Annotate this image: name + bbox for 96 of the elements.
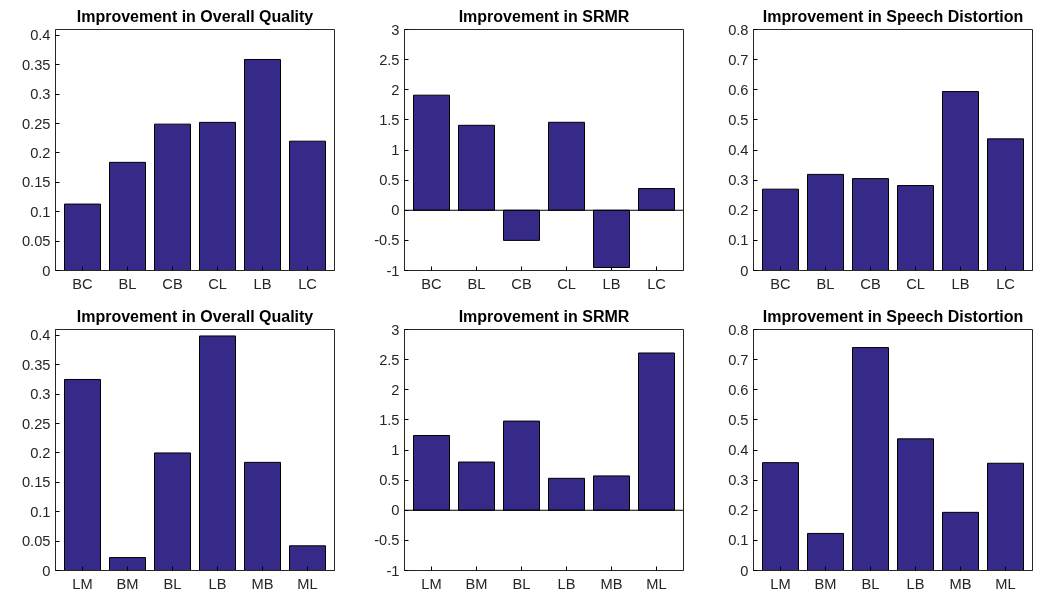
x-tick-label: CB <box>162 275 183 292</box>
x-tick-label: LB <box>602 275 621 292</box>
y-tick-label: 0.2 <box>728 502 749 519</box>
x-tick-label: BL <box>118 275 137 292</box>
x-tick-label: CL <box>557 275 576 292</box>
x-tick-label: LB <box>951 275 970 292</box>
y-tick-label: 0.4 <box>30 327 51 344</box>
x-tick-label: BM <box>116 575 139 592</box>
y-tick-label: 3 <box>391 21 400 38</box>
y-tick-label: -0.5 <box>374 532 400 549</box>
x-tick-label: LB <box>253 275 272 292</box>
x-tick-label: LB <box>906 575 925 592</box>
y-tick-label: 0.2 <box>30 444 51 461</box>
y-tick-label: 0.4 <box>30 27 51 44</box>
y-tick-label: 0.3 <box>30 386 51 403</box>
y-tick-label: 0 <box>391 202 400 219</box>
x-tick-label: BM <box>814 575 837 592</box>
y-tick-label: 0.3 <box>728 472 749 489</box>
y-tick-label: 0.3 <box>30 86 51 103</box>
y-tick-label: 2 <box>391 81 400 98</box>
y-tick-label: 0.1 <box>30 503 51 520</box>
x-tick-label: CL <box>208 275 227 292</box>
y-tick-label: 0.15 <box>21 474 51 491</box>
y-tick-label: 0.5 <box>379 472 400 489</box>
y-tick-label: 0.25 <box>21 415 51 432</box>
y-tick-label: 0 <box>740 562 749 579</box>
x-tick-label: MB <box>600 575 623 592</box>
y-tick-label: 0.5 <box>379 172 400 189</box>
y-tick-label: 1 <box>391 442 400 458</box>
x-tick-label: BC <box>72 275 94 292</box>
x-tick-label: LM <box>421 575 442 592</box>
chart-title: Improvement in SRMR <box>458 7 630 25</box>
x-tick-label: BC <box>421 275 443 292</box>
chart-title: Improvement in Speech Distortion <box>762 7 1024 25</box>
x-tick-label: LC <box>647 275 667 292</box>
y-tick-label: 0.3 <box>728 172 749 189</box>
y-tick-label: 0.6 <box>728 81 749 98</box>
y-tick-label: 0.35 <box>21 356 51 373</box>
x-tick-label: ML <box>995 575 1016 592</box>
x-tick-label: LB <box>557 575 576 592</box>
y-tick-label: 0.2 <box>30 144 51 161</box>
x-tick-label: BL <box>512 575 531 592</box>
y-tick-label: -1 <box>386 562 400 579</box>
y-tick-label: 0.7 <box>728 51 749 68</box>
y-tick-label: 1.5 <box>379 411 400 428</box>
x-tick-label: CB <box>511 275 532 292</box>
x-tick-label: BL <box>861 575 880 592</box>
x-tick-label: ML <box>646 575 667 592</box>
x-tick-label: ML <box>297 575 318 592</box>
y-tick-label: -0.5 <box>374 232 400 249</box>
y-tick-label: 0 <box>42 262 51 279</box>
x-tick-label: LM <box>770 575 791 592</box>
x-tick-label: BC <box>770 275 792 292</box>
y-tick-label: 1.5 <box>379 111 400 128</box>
y-tick-label: 0.7 <box>728 351 749 368</box>
y-tick-label: 0.1 <box>30 203 51 220</box>
x-tick-label: CL <box>906 275 925 292</box>
chart-title: Improvement in Overall Quality <box>76 7 314 25</box>
y-tick-label: 2.5 <box>379 351 400 368</box>
y-tick-label: 0.4 <box>728 142 749 158</box>
x-tick-label: LC <box>298 275 318 292</box>
x-tick-label: BL <box>816 275 835 292</box>
x-tick-label: LM <box>72 575 93 592</box>
y-tick-label: 2 <box>391 381 400 398</box>
y-tick-label: 0.1 <box>728 532 749 549</box>
x-tick-label: BL <box>467 275 486 292</box>
y-tick-label: 0.15 <box>21 174 51 191</box>
y-tick-label: -1 <box>386 262 400 279</box>
y-tick-label: 0.4 <box>728 442 749 458</box>
chart-title: Improvement in Speech Distortion <box>762 307 1024 325</box>
x-tick-label: LC <box>996 275 1016 292</box>
x-tick-label: MB <box>251 575 274 592</box>
y-tick-label: 0.1 <box>728 232 749 249</box>
y-tick-label: 0.35 <box>21 56 51 73</box>
y-tick-label: 0.05 <box>21 533 51 550</box>
y-tick-label: 3 <box>391 321 400 338</box>
y-tick-label: 0 <box>42 562 51 579</box>
x-tick-label: MB <box>949 575 972 592</box>
x-tick-label: CB <box>860 275 881 292</box>
y-tick-label: 0 <box>391 502 400 519</box>
x-tick-label: LB <box>208 575 227 592</box>
x-tick-label: BM <box>465 575 488 592</box>
y-tick-label: 0.8 <box>728 21 749 38</box>
chart-title: Improvement in Overall Quality <box>76 307 314 325</box>
y-tick-label: 0.2 <box>728 202 749 219</box>
y-tick-label: 0.6 <box>728 381 749 398</box>
y-tick-label: 0 <box>740 262 749 279</box>
y-tick-label: 2.5 <box>379 51 400 68</box>
x-tick-label: BL <box>163 575 182 592</box>
chart-title: Improvement in SRMR <box>458 307 630 325</box>
y-tick-label: 0.05 <box>21 233 51 250</box>
y-tick-label: 0.25 <box>21 115 51 132</box>
y-tick-label: 1 <box>391 142 400 158</box>
y-tick-label: 0.5 <box>728 411 749 428</box>
y-tick-label: 0.5 <box>728 111 749 128</box>
y-tick-label: 0.8 <box>728 321 749 338</box>
